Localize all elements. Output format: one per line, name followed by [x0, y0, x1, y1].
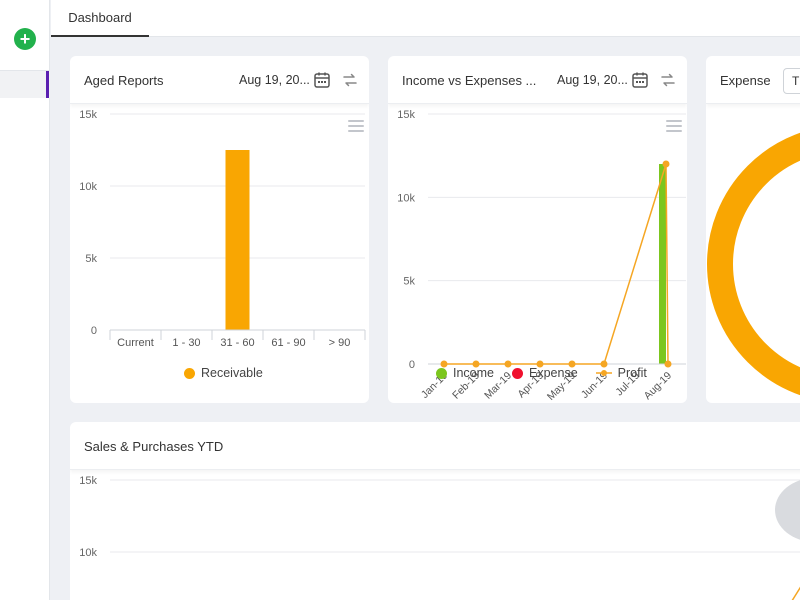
y-tick-label: 10k	[397, 192, 415, 204]
x-tick-label: Current	[117, 337, 154, 349]
sales-purchases-chart: 15k 10k	[79, 475, 800, 600]
refresh-icon[interactable]	[659, 71, 677, 89]
expense-donut-chart	[707, 132, 800, 396]
card-title: Sales & Purchases YTD	[84, 439, 224, 454]
x-tick-label: > 90	[329, 337, 351, 349]
rail-item-active[interactable]	[0, 71, 50, 98]
y-tick-label: 0	[409, 359, 415, 371]
y-tick-label: 5k	[403, 276, 415, 288]
aged-reports-card: Aged Reports Aug 19, 20... 0 5k 10k 15k Curr…	[70, 56, 369, 403]
expense-period-select[interactable]: T	[783, 68, 800, 94]
legend-income[interactable]: Income	[436, 366, 494, 380]
profit-point	[440, 360, 448, 368]
profit-line-icon	[595, 370, 612, 376]
y-tick-label: 15k	[397, 109, 415, 121]
profit-point	[662, 160, 670, 168]
income-header: Income vs Expenses ... Aug 19, 20...	[388, 56, 687, 104]
add-icon[interactable]: +	[14, 28, 36, 50]
profit-point	[504, 360, 512, 368]
profit-point	[664, 360, 672, 368]
legend-profit[interactable]: Profit	[595, 366, 647, 380]
legend-label: Receivable	[201, 366, 263, 380]
calendar-icon[interactable]	[313, 71, 331, 89]
donut-slice	[707, 132, 800, 396]
y-tick-label: 10k	[79, 181, 97, 193]
top-tab-bar: Dashboard	[51, 0, 800, 37]
left-rail: +	[0, 0, 50, 600]
expense-dot-icon	[512, 367, 523, 379]
bar	[225, 150, 250, 330]
date-range[interactable]: Aug 19, 20...	[239, 73, 310, 87]
aged-reports-chart: 0 5k 10k 15k Current 1 - 30 31 - 60 61 - 90 > 90	[79, 109, 366, 349]
legend-expense[interactable]: Expense	[512, 366, 578, 380]
legend-label: Profit	[617, 366, 647, 380]
chart-menu-icon[interactable]	[666, 120, 682, 132]
profit-point	[600, 360, 608, 368]
refresh-icon[interactable]	[341, 71, 359, 89]
tooltip-bubble	[775, 480, 800, 540]
aged-reports-header: Aged Reports Aug 19, 20...	[70, 56, 369, 104]
card-title: Expense	[720, 73, 771, 88]
income-dot-icon	[436, 367, 447, 379]
profit-point	[536, 360, 544, 368]
rail-divider	[0, 70, 50, 71]
profit-point	[568, 360, 576, 368]
card-title: Income vs Expenses ...	[402, 73, 537, 88]
income-legend: Income Expense Profit	[436, 366, 647, 380]
y-tick-label: 10k	[79, 547, 97, 559]
y-tick-label: 0	[91, 325, 97, 337]
income-vs-expenses-card: Income vs Expenses ... Aug 19, 20... 0 5k…	[388, 56, 687, 403]
expense-header: Expense T	[706, 56, 800, 104]
receivable-dot-icon	[184, 367, 195, 379]
legend-label: Expense	[529, 366, 578, 380]
rail-active-indicator	[46, 71, 49, 98]
x-tick-label: 31 - 60	[220, 337, 254, 349]
tab-dashboard[interactable]: Dashboard	[51, 0, 149, 37]
expense-card: Expense T	[706, 56, 800, 403]
y-tick-label: 5k	[85, 253, 97, 265]
x-tick-label: 61 - 90	[271, 337, 305, 349]
legend-dot-icon	[797, 367, 800, 377]
legend-receivable[interactable]: Receivable	[184, 366, 263, 380]
y-tick-label: 15k	[79, 109, 97, 121]
sales-header: Sales & Purchases YTD	[70, 422, 800, 470]
legend-label: Income	[453, 366, 494, 380]
aged-legend: Receivable	[184, 366, 263, 380]
y-tick-label: 15k	[79, 475, 97, 487]
profit-point	[472, 360, 480, 368]
card-title: Aged Reports	[84, 73, 164, 88]
calendar-icon[interactable]	[631, 71, 649, 89]
profit-line	[444, 163, 669, 365]
series-line	[791, 586, 800, 600]
chart-menu-icon[interactable]	[348, 120, 364, 132]
x-tick-label: 1 - 30	[172, 337, 200, 349]
date-range[interactable]: Aug 19, 20...	[557, 73, 628, 87]
sales-purchases-card: Sales & Purchases YTD 15k 10k	[70, 422, 800, 600]
income-bar	[659, 164, 666, 364]
